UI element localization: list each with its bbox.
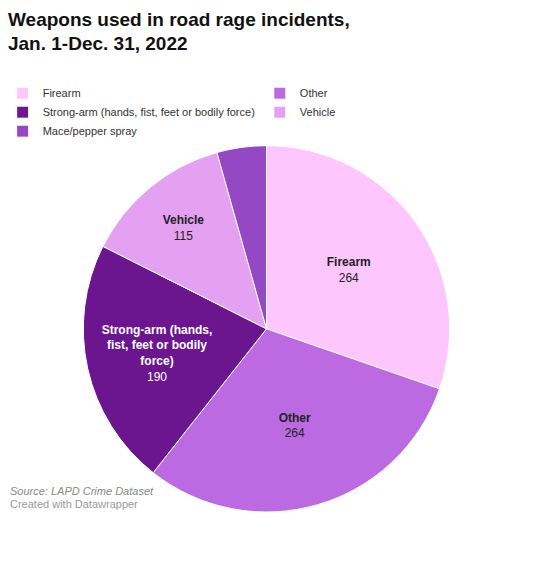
svg-text:Strong-arm (hands, fist, feet: Strong-arm (hands, fist, feet or bodily … [43,106,255,118]
svg-text:Mace/pepper spray: Mace/pepper spray [43,125,138,137]
svg-text:Vehicle: Vehicle [300,106,335,118]
svg-text:Created with Datawrapper: Created with Datawrapper [10,498,138,510]
svg-text:Other: Other [300,87,328,99]
svg-text:Vehicle115: Vehicle115 [163,213,205,243]
svg-text:Firearm264: Firearm264 [327,255,371,285]
svg-text:Other264: Other264 [279,411,311,441]
svg-text:Firearm: Firearm [43,87,81,99]
svg-text:Strong-arm (hands,fist, feet o: Strong-arm (hands,fist, feet or bodilyfo… [102,323,213,384]
svg-text:Weapons used in road rage inci: Weapons used in road rage incidents,Jan.… [8,9,350,55]
svg-text:Source: LAPD Crime Dataset: Source: LAPD Crime Dataset [10,485,154,497]
